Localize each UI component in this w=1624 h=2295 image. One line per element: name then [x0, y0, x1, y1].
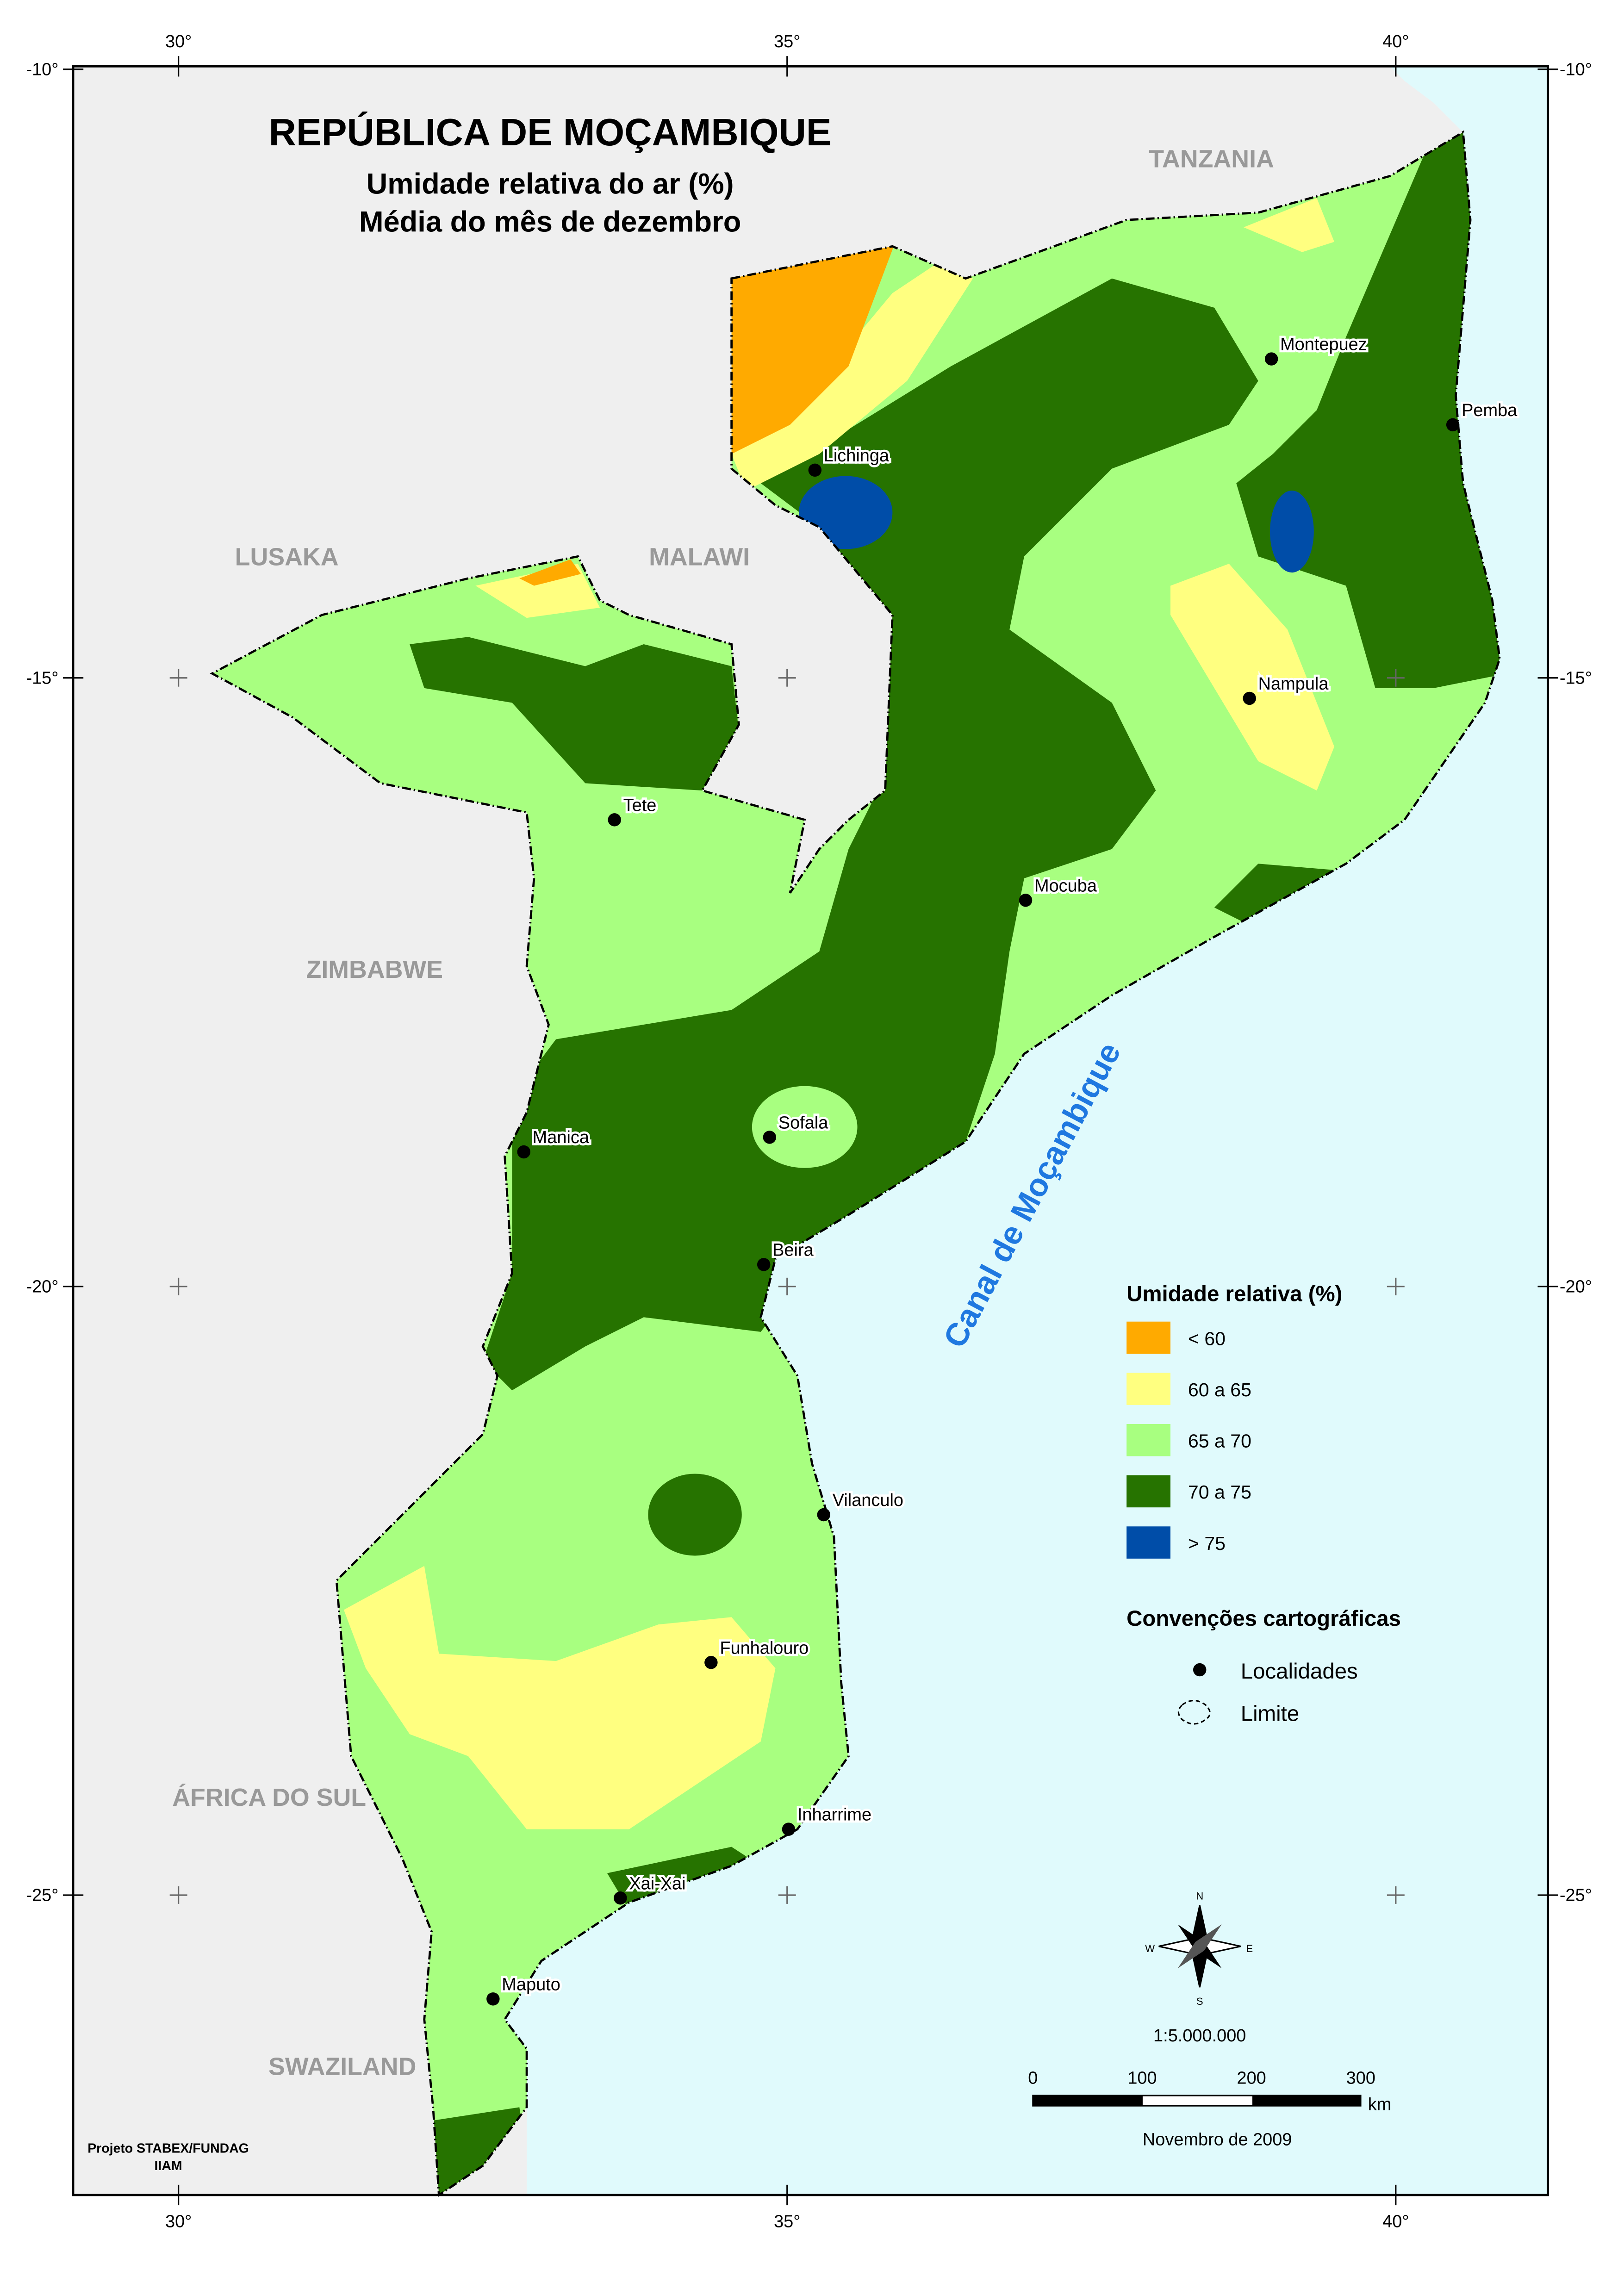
- legend-swatch: [1126, 1475, 1171, 1508]
- city-dot: [808, 463, 822, 477]
- lon-label: 30°: [165, 32, 192, 51]
- legend-swatch: [1126, 1321, 1171, 1354]
- country-label: ZIMBABWE: [306, 956, 443, 983]
- lon-label: 40°: [1382, 2212, 1409, 2232]
- city-dot: [1243, 691, 1256, 705]
- lat-label: -25°: [26, 1886, 58, 1905]
- legend-swatch: [1126, 1526, 1171, 1559]
- country-label: SWAZILAND: [268, 2053, 416, 2081]
- city-dot: [763, 1131, 777, 1144]
- scale-tick: 100: [1127, 2069, 1157, 2088]
- legend-label: Limite: [1241, 1702, 1299, 1726]
- lat-label: -20°: [26, 1277, 58, 1296]
- scale-bar: [1032, 2095, 1362, 2107]
- date: Novembro de 2009: [1143, 2130, 1292, 2149]
- legend-label: 70 a 75: [1188, 1481, 1251, 1503]
- scale-ratio: 1:5.000.000: [1153, 2026, 1246, 2046]
- city-dot: [608, 813, 621, 827]
- city-dot: [817, 1508, 831, 1522]
- legend-label: > 75: [1188, 1533, 1226, 1554]
- sea: [504, 66, 1548, 2195]
- compass-label: W: [1145, 1943, 1155, 1954]
- lat-label: -10°: [1560, 60, 1592, 79]
- city-label: Inharrime: [797, 1805, 871, 1825]
- frame: [72, 65, 1549, 2196]
- city-dot: [614, 1891, 627, 1905]
- city-dot: [486, 1992, 500, 2006]
- city-dot: [757, 1258, 771, 1271]
- city-label: Montepuez: [1280, 335, 1367, 355]
- legend-swatch: [1126, 1424, 1171, 1456]
- city-label: Manica: [533, 1128, 590, 1147]
- scale-tick: 200: [1237, 2069, 1266, 2088]
- city-dot: [782, 1822, 796, 1836]
- legend-swatch: [1126, 1373, 1171, 1405]
- legend-label: < 60: [1188, 1328, 1226, 1349]
- city-label: Beira: [772, 1240, 814, 1260]
- city-label: Xai-Xai: [629, 1874, 685, 1893]
- city-dot: [1019, 894, 1033, 907]
- legend-limit: [1177, 1699, 1211, 1725]
- city-label: Tete: [623, 796, 657, 815]
- lon-label: 40°: [1382, 32, 1409, 51]
- lon-label: 35°: [774, 32, 800, 51]
- city-label: Pemba: [1462, 401, 1518, 420]
- compass-label: S: [1196, 1996, 1203, 2007]
- city-dot: [1264, 352, 1278, 366]
- title: REPÚBLICA DE MOÇAMBIQUE: [269, 112, 832, 154]
- credits: Projeto STABEX/FUNDAG: [87, 2141, 249, 2156]
- subtitle: Média do mês de dezembro: [359, 206, 741, 238]
- legend-dot: [1193, 1663, 1207, 1677]
- lon-label: 35°: [774, 2212, 800, 2232]
- compass-label: N: [1196, 1890, 1203, 1902]
- city-label: Mocuba: [1034, 876, 1097, 896]
- city-label: Funhalouro: [720, 1638, 809, 1658]
- scale-unit: km: [1368, 2095, 1392, 2115]
- compass-label: E: [1246, 1943, 1253, 1954]
- scale-tick: 0: [1028, 2069, 1038, 2088]
- city-label: Nampula: [1258, 674, 1329, 694]
- credits: IIAM: [155, 2158, 182, 2173]
- subtitle: Umidade relativa do ar (%): [367, 168, 734, 200]
- city-label: Maputo: [502, 1975, 560, 1994]
- city-dot: [517, 1145, 530, 1159]
- country-label: TANZANIA: [1149, 145, 1274, 173]
- city-dot: [704, 1656, 718, 1669]
- city-label: Sofala: [778, 1113, 828, 1132]
- city-label: Lichinga: [824, 446, 890, 466]
- lat-label: -25°: [1560, 1886, 1592, 1905]
- legend-title: Umidade relativa (%): [1126, 1281, 1342, 1306]
- lat-label: -15°: [1560, 668, 1592, 688]
- lat-label: -20°: [1560, 1277, 1592, 1296]
- lat-label: -15°: [26, 668, 58, 688]
- lat-label: -10°: [26, 60, 58, 79]
- city-dot: [1446, 418, 1460, 432]
- lon-label: 30°: [165, 2212, 192, 2232]
- country-label: ÁFRICA DO SUL: [172, 1784, 366, 1811]
- city-label: Vilanculo: [833, 1491, 903, 1510]
- legend-label: Localidades: [1241, 1659, 1358, 1684]
- scale-tick: 300: [1346, 2069, 1375, 2088]
- conventions-title: Convenções cartográficas: [1126, 1606, 1401, 1631]
- country-label: MALAWI: [649, 543, 750, 571]
- legend-label: 60 a 65: [1188, 1379, 1251, 1400]
- legend-label: 65 a 70: [1188, 1430, 1251, 1452]
- compass-rose: [1158, 1905, 1241, 1988]
- country-label: LUSAKA: [235, 543, 339, 571]
